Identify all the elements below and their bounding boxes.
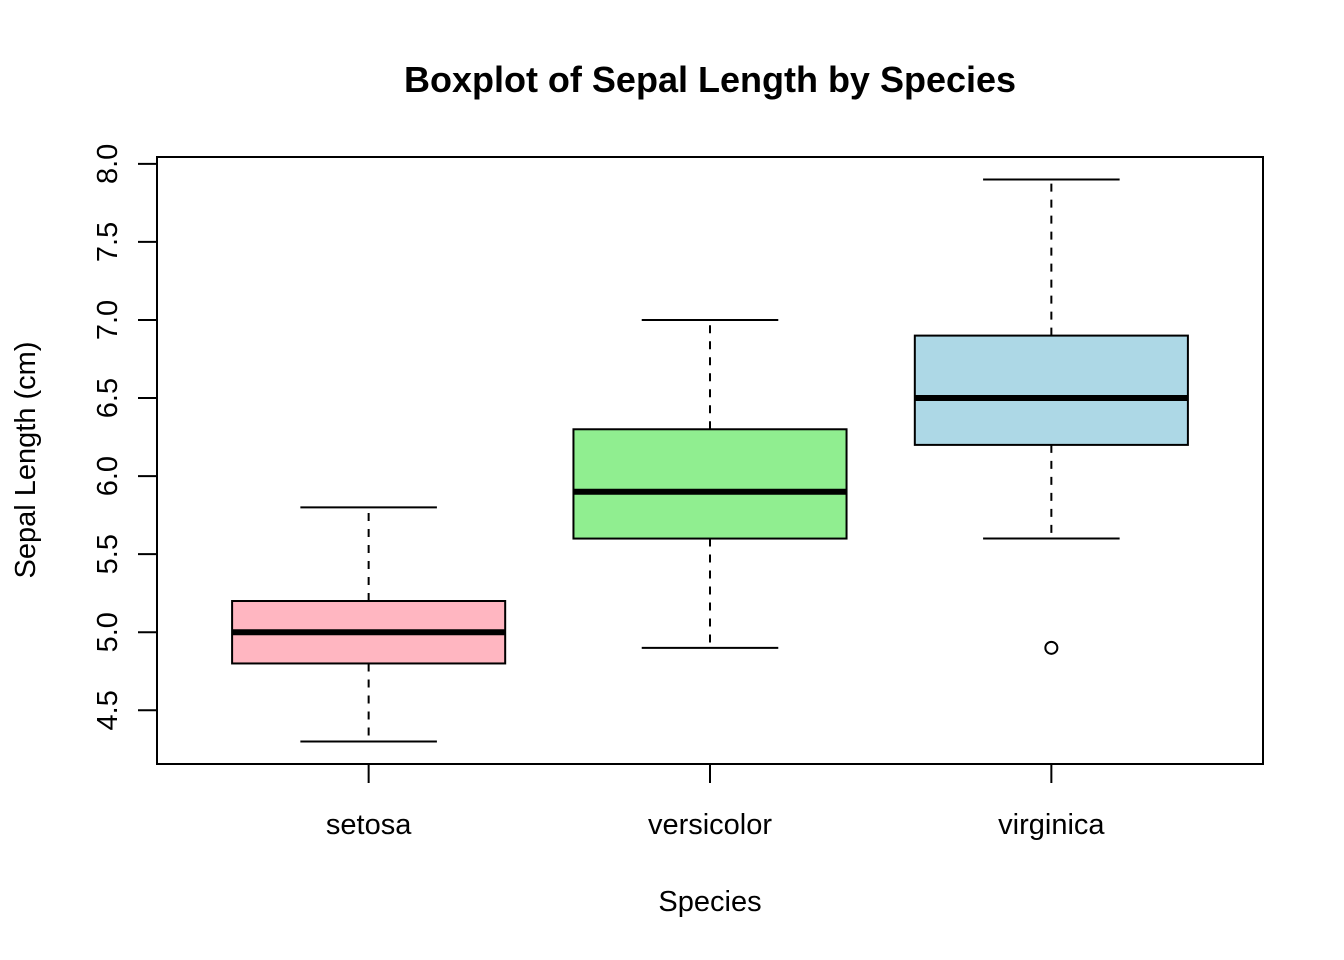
y-tick-label: 6.5	[92, 378, 124, 418]
y-tick-label: 7.5	[92, 222, 124, 262]
box-virginica	[913, 334, 1189, 446]
outlier-point	[1044, 640, 1059, 655]
x-tick-label: versicolor	[648, 809, 772, 841]
y-tick-label: 8.0	[92, 144, 124, 184]
y-tick-label: 4.5	[92, 690, 124, 730]
x-axis-label: Species	[658, 886, 761, 918]
plot-frame	[156, 156, 1264, 765]
y-tick-label: 5.5	[92, 534, 124, 574]
box-versicolor	[572, 428, 848, 540]
x-tick-label: setosa	[326, 809, 412, 841]
y-tick-label: 6.0	[92, 456, 124, 496]
y-axis-label: Sepal Length (cm)	[10, 342, 42, 579]
y-tick-label: 7.0	[92, 300, 124, 340]
chart-title: Boxplot of Sepal Length by Species	[404, 59, 1016, 100]
y-tick-label: 5.0	[92, 612, 124, 652]
x-tick-label: virginica	[998, 809, 1105, 841]
